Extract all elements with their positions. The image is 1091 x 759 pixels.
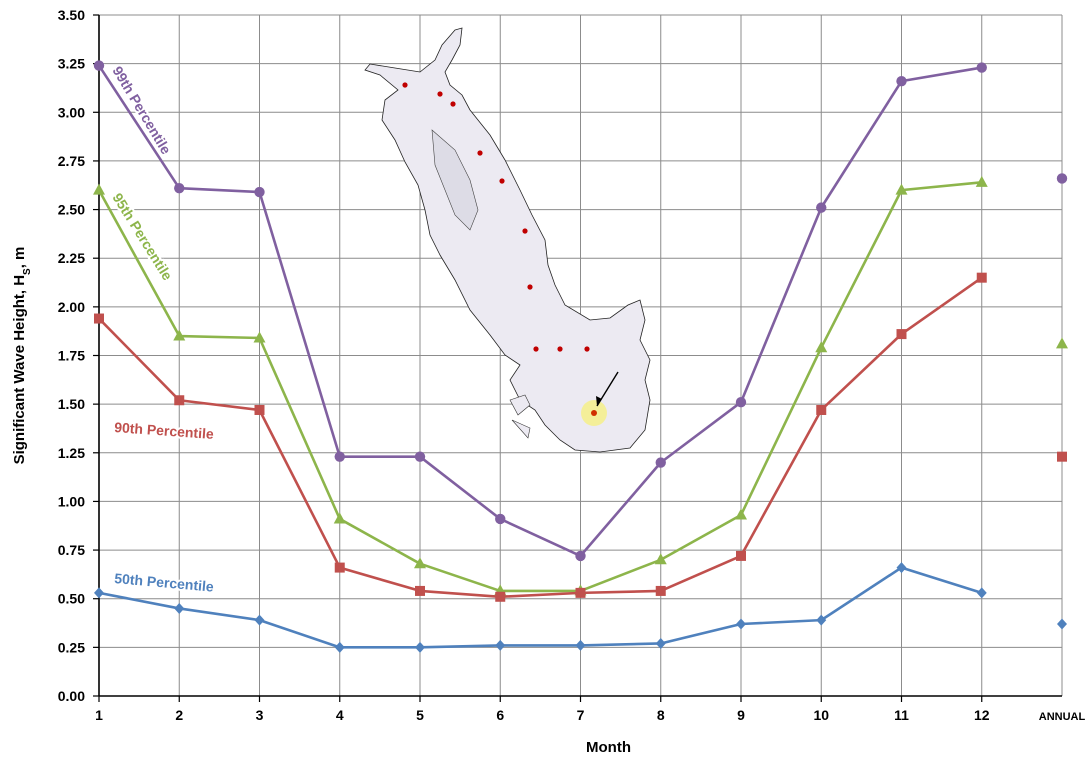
data-point <box>335 451 345 461</box>
data-point <box>94 314 104 324</box>
data-point <box>815 341 827 352</box>
series-line <box>99 568 982 648</box>
y-tick-label: 2.25 <box>58 250 85 266</box>
y-tick-label: 3.00 <box>58 104 85 120</box>
data-point <box>94 587 104 598</box>
x-tick-label: 11 <box>894 707 909 723</box>
x-tick-label: 2 <box>175 707 183 723</box>
x-tick-label: 4 <box>336 707 344 723</box>
data-point <box>415 451 425 461</box>
x-tick-label: 10 <box>813 707 829 723</box>
y-tick-label: 0.50 <box>58 591 85 607</box>
y-tick-label: 3.50 <box>58 7 85 23</box>
x-tick-label: 3 <box>256 707 264 723</box>
y-tick-label: 1.25 <box>58 445 85 461</box>
y-tick-label: 1.75 <box>58 348 85 364</box>
data-point <box>576 640 586 651</box>
x-tick-label: 12 <box>974 707 990 723</box>
data-point <box>575 551 585 561</box>
data-point <box>415 586 425 596</box>
y-axis-title: Significant Wave Height, HS, m <box>11 247 33 465</box>
x-tick-label: 7 <box>577 707 585 723</box>
series-label: 90th Percentile <box>114 419 215 442</box>
data-point <box>174 395 184 405</box>
data-point <box>736 619 746 630</box>
x-tick-label: 9 <box>737 707 745 723</box>
y-tick-label: 2.50 <box>58 202 85 218</box>
data-point <box>897 562 907 573</box>
data-point <box>254 187 264 197</box>
data-point <box>255 405 265 415</box>
data-point <box>735 509 747 520</box>
data-point <box>977 62 987 72</box>
data-point <box>816 202 826 212</box>
x-tick-label: 8 <box>657 707 665 723</box>
data-point <box>94 60 104 70</box>
data-point <box>495 514 505 524</box>
data-point <box>334 512 346 523</box>
map-station-dot <box>533 346 538 351</box>
y-tick-label: 3.25 <box>58 56 85 72</box>
data-point <box>495 592 505 602</box>
data-point <box>1057 173 1067 183</box>
data-point <box>1057 452 1067 462</box>
x-tick-label: 5 <box>416 707 424 723</box>
map-station-dot <box>437 91 442 96</box>
x-tick-label: 1 <box>95 707 103 723</box>
y-tick-label: 2.00 <box>58 299 85 315</box>
data-point <box>335 642 345 653</box>
y-tick-label: 1.00 <box>58 493 85 509</box>
x-tick-label-annual: ANNUAL <box>1039 711 1086 723</box>
y-tick-label: 0.75 <box>58 542 85 558</box>
map-station-dot <box>477 150 482 155</box>
data-point <box>816 405 826 415</box>
map-station-dot <box>557 346 562 351</box>
map-station-dot <box>527 284 532 289</box>
map-station-dot <box>584 346 589 351</box>
data-point <box>896 76 906 86</box>
y-tick-label: 1.50 <box>58 396 85 412</box>
data-point <box>736 397 746 407</box>
data-point <box>174 183 184 193</box>
data-point <box>816 615 826 626</box>
x-axis-title: Month <box>586 739 631 756</box>
data-point <box>415 642 425 653</box>
map-selected-station-dot <box>591 410 597 416</box>
series-label: 50th Percentile <box>114 570 215 595</box>
series-label: 99th Percentile <box>109 63 174 157</box>
map-station-dot <box>450 101 455 106</box>
data-point <box>335 563 345 573</box>
data-point <box>93 184 105 195</box>
map-station-dot <box>522 228 527 233</box>
data-point <box>1057 619 1067 630</box>
y-tick-label: 0.25 <box>58 639 85 655</box>
map-station-dot <box>499 178 504 183</box>
data-point <box>736 551 746 561</box>
data-point <box>576 588 586 598</box>
data-point <box>1056 337 1068 348</box>
y-tick-label: 2.75 <box>58 153 85 169</box>
data-point <box>897 329 907 339</box>
map-shoreline-detail <box>510 395 530 438</box>
data-point <box>495 640 505 651</box>
data-point <box>976 176 988 187</box>
data-point <box>656 586 666 596</box>
y-tick-label: 0.00 <box>58 688 85 704</box>
data-point <box>255 615 265 626</box>
data-point <box>656 457 666 467</box>
x-tick-label: 6 <box>496 707 504 723</box>
map-station-dot <box>402 82 407 87</box>
data-point <box>977 587 987 598</box>
inset-location-map <box>365 28 650 452</box>
data-point <box>174 603 184 614</box>
data-point <box>977 273 987 283</box>
